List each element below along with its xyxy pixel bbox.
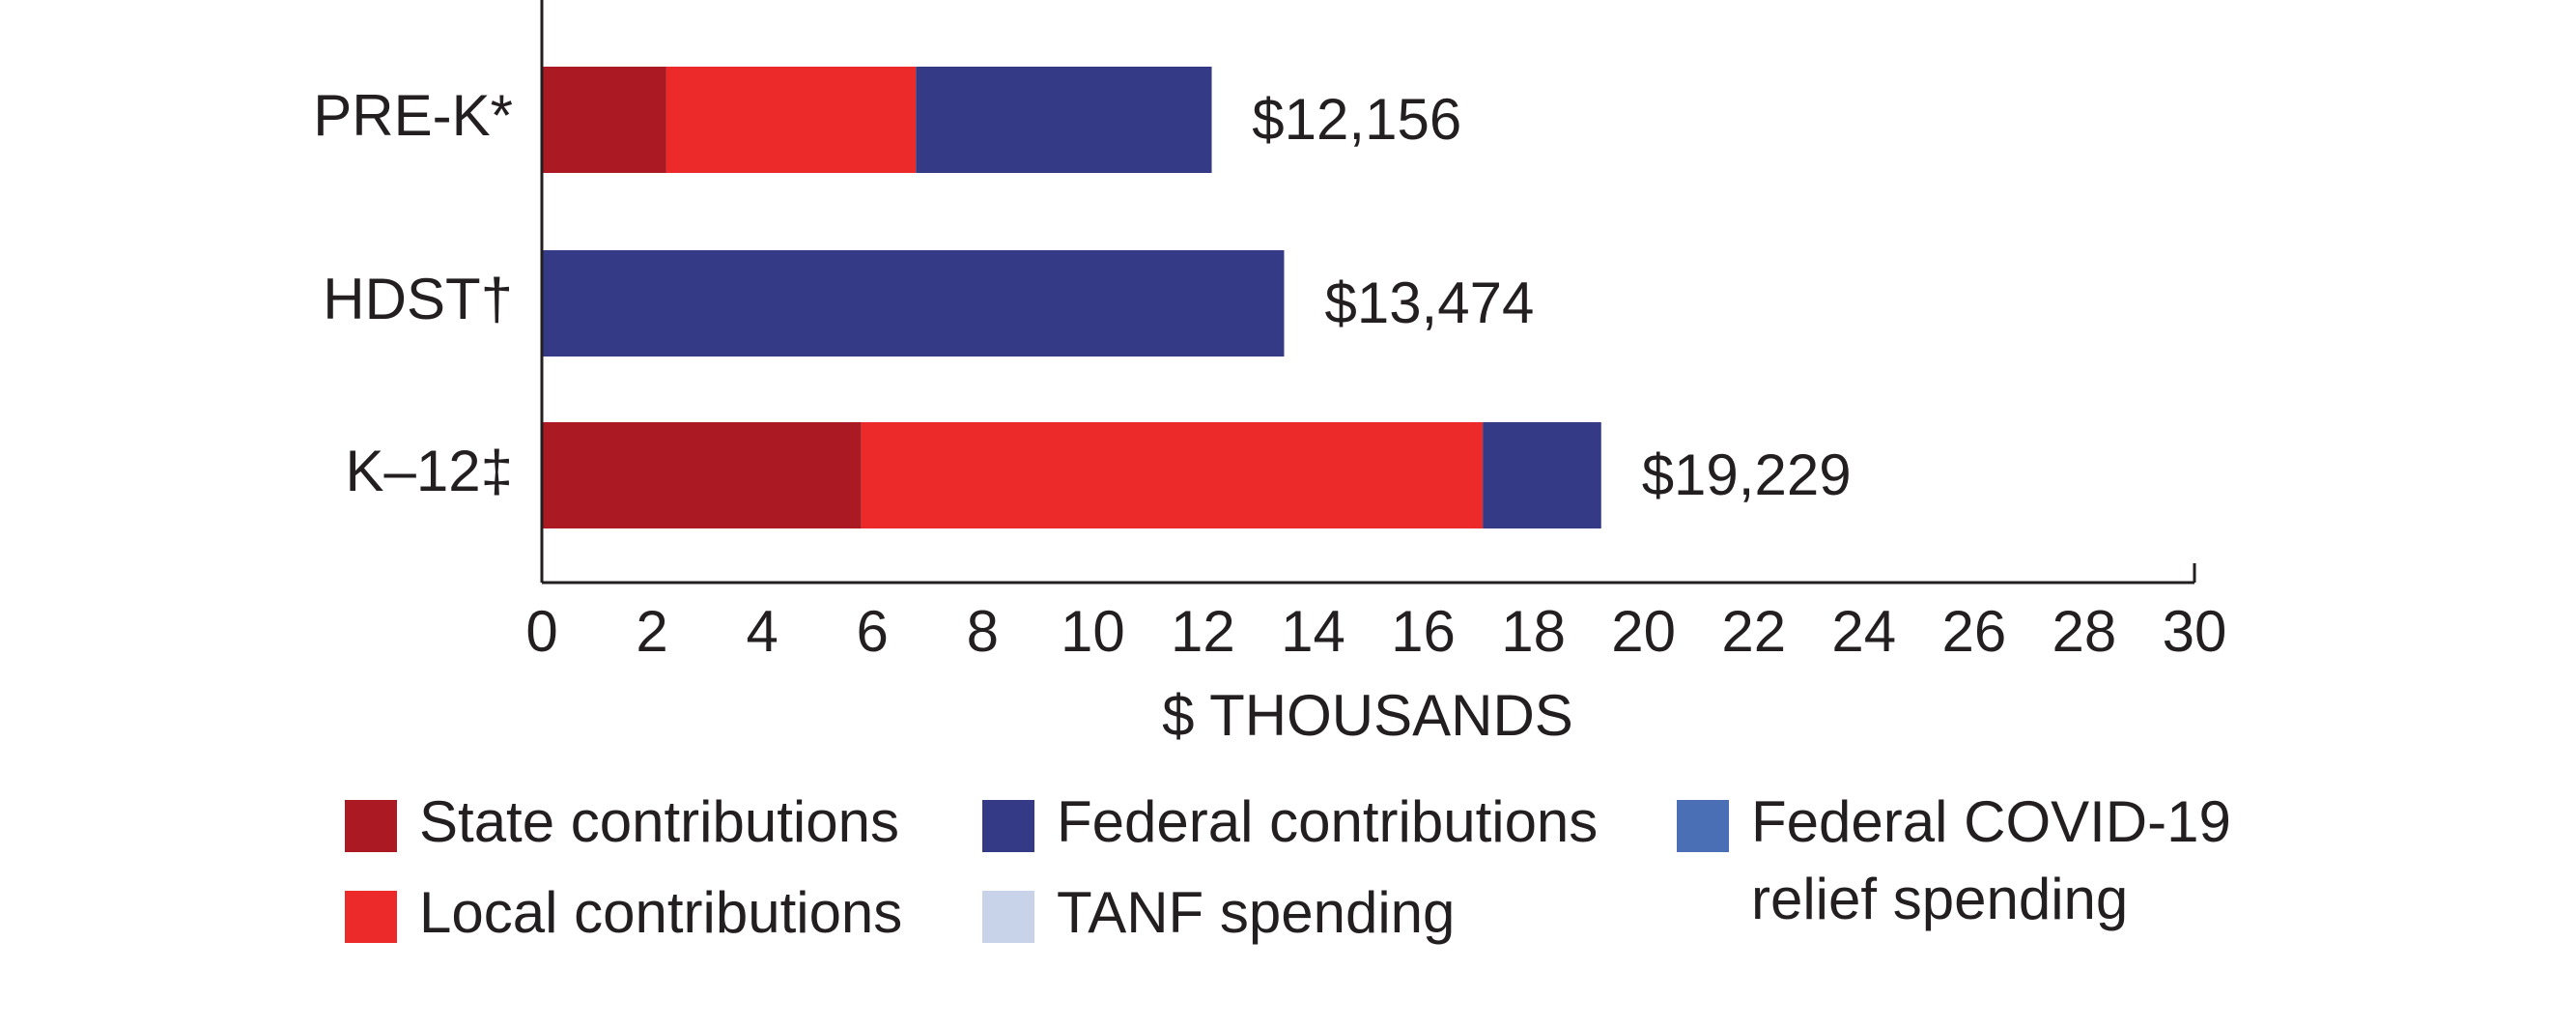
y-tick-label: K–12‡ (346, 439, 514, 503)
legend-label: TANF spending (1057, 880, 1455, 945)
legend-label: Local contributions (419, 880, 902, 945)
bar-segment (861, 422, 1484, 528)
legend-swatch (345, 891, 397, 943)
x-tick-label: 26 (1941, 599, 2006, 664)
y-tick-label: HDST† (323, 267, 513, 331)
x-tick-label: 30 (2163, 599, 2227, 664)
legend-swatch (982, 800, 1034, 852)
x-tick-label: 24 (1831, 599, 1896, 664)
x-tick-label: 4 (746, 599, 778, 664)
x-tick-label: 16 (1391, 599, 1456, 664)
value-label: $13,474 (1324, 271, 1534, 335)
bar-segment (916, 67, 1212, 173)
x-tick-label: 6 (857, 599, 889, 664)
x-tick-label: 12 (1171, 599, 1235, 664)
x-tick-label: 0 (525, 599, 557, 664)
bar-segment (1483, 422, 1601, 528)
x-tick-label: 18 (1501, 599, 1566, 664)
bar-segment (542, 250, 1285, 357)
legend-label: Federal contributions (1057, 789, 1598, 854)
y-tick-label: PRE-K* (313, 83, 513, 148)
x-tick-label: 10 (1061, 599, 1125, 664)
legend-swatch (345, 800, 397, 852)
legend-label: State contributions (419, 789, 899, 854)
legend-swatch (1677, 800, 1729, 852)
x-tick-label: 2 (636, 599, 667, 664)
bar-segment (542, 422, 862, 528)
x-axis-title: $ THOUSANDS (1162, 683, 1573, 748)
x-tick-label: 28 (2052, 599, 2117, 664)
legend-label: Federal COVID-19 relief spending (1751, 789, 2231, 931)
x-tick-label: 8 (967, 599, 999, 664)
x-tick-label: 20 (1611, 599, 1676, 664)
value-label: $19,229 (1642, 442, 1852, 507)
value-label: $12,156 (1252, 87, 1461, 152)
bar-segment (542, 67, 666, 173)
x-tick-label: 22 (1721, 599, 1786, 664)
bar-segment (665, 67, 917, 173)
legend-swatch (982, 891, 1034, 943)
x-tick-label: 14 (1281, 599, 1345, 664)
